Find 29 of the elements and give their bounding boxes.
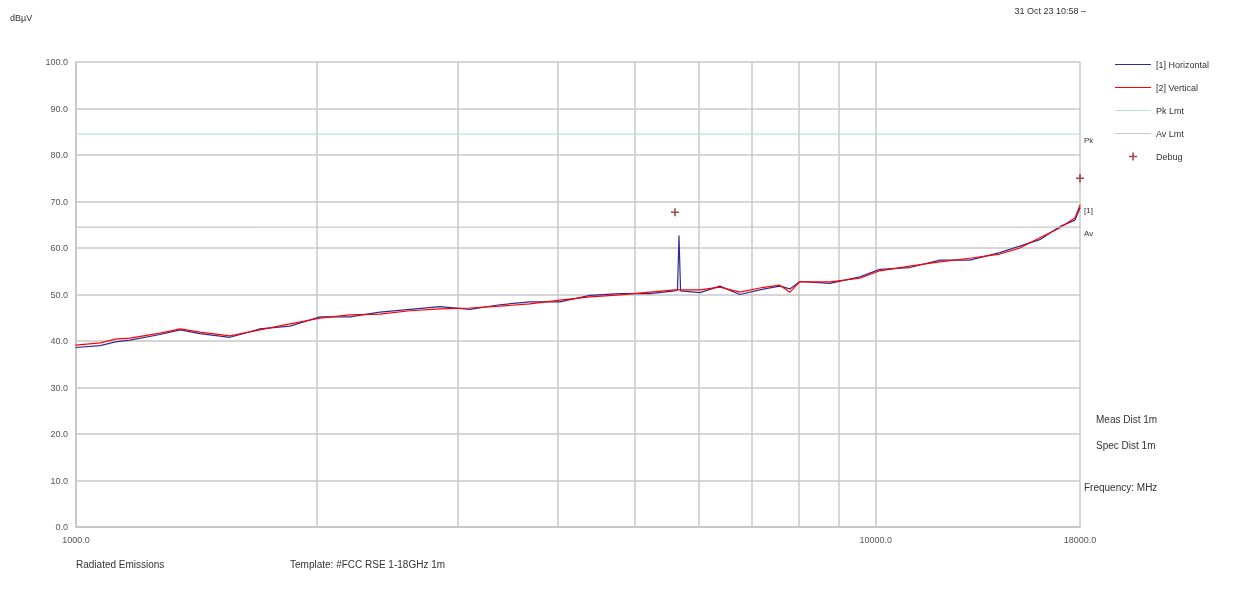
x-axis-title: Frequency: MHz (1084, 481, 1158, 493)
x-tick-label: 18000.0 (1063, 534, 1097, 545)
legend-label: [2] Vertical (1156, 82, 1199, 93)
y-tick-label: 100.0 (45, 57, 68, 67)
text: Meas Dist 1m (1096, 413, 1158, 425)
text: Template: #FCC RSE 1-18GHz 1m (290, 558, 446, 570)
text: [1] (1084, 205, 1093, 215)
legend-label: Av Lmt (1156, 128, 1185, 139)
y-tick-label: 70.0 (50, 196, 68, 207)
y-tick-label: 90.0 (50, 103, 68, 114)
x-tick-label: 10000.0 (859, 534, 893, 545)
y-tick-label: 50.0 (50, 289, 68, 300)
y-axis-title: dBµV (10, 12, 33, 23)
y-tick-label: 30.0 (50, 382, 68, 393)
legend-label: Debug (1156, 151, 1183, 162)
y-tick-label: 80.0 (50, 150, 68, 160)
legend-label: [1] Horizontal (1156, 59, 1210, 70)
y-tick-label: 40.0 (50, 336, 68, 346)
text: Spec Dist 1m (1096, 439, 1156, 451)
text: Radiated Emissions (76, 558, 165, 570)
y-tick-label: 20.0 (50, 429, 68, 439)
y-tick-label: 0.0 (55, 522, 68, 532)
y-tick-label: 10.0 (50, 475, 68, 486)
y-tick-label: 60.0 (50, 243, 68, 253)
text: 31 Oct 23 10:58 – (1014, 5, 1087, 16)
legend-label: Pk Lmt (1156, 105, 1185, 116)
x-tick-label: 1000.0 (62, 534, 90, 545)
text: Av (1084, 228, 1094, 238)
text: Pk (1084, 135, 1095, 145)
